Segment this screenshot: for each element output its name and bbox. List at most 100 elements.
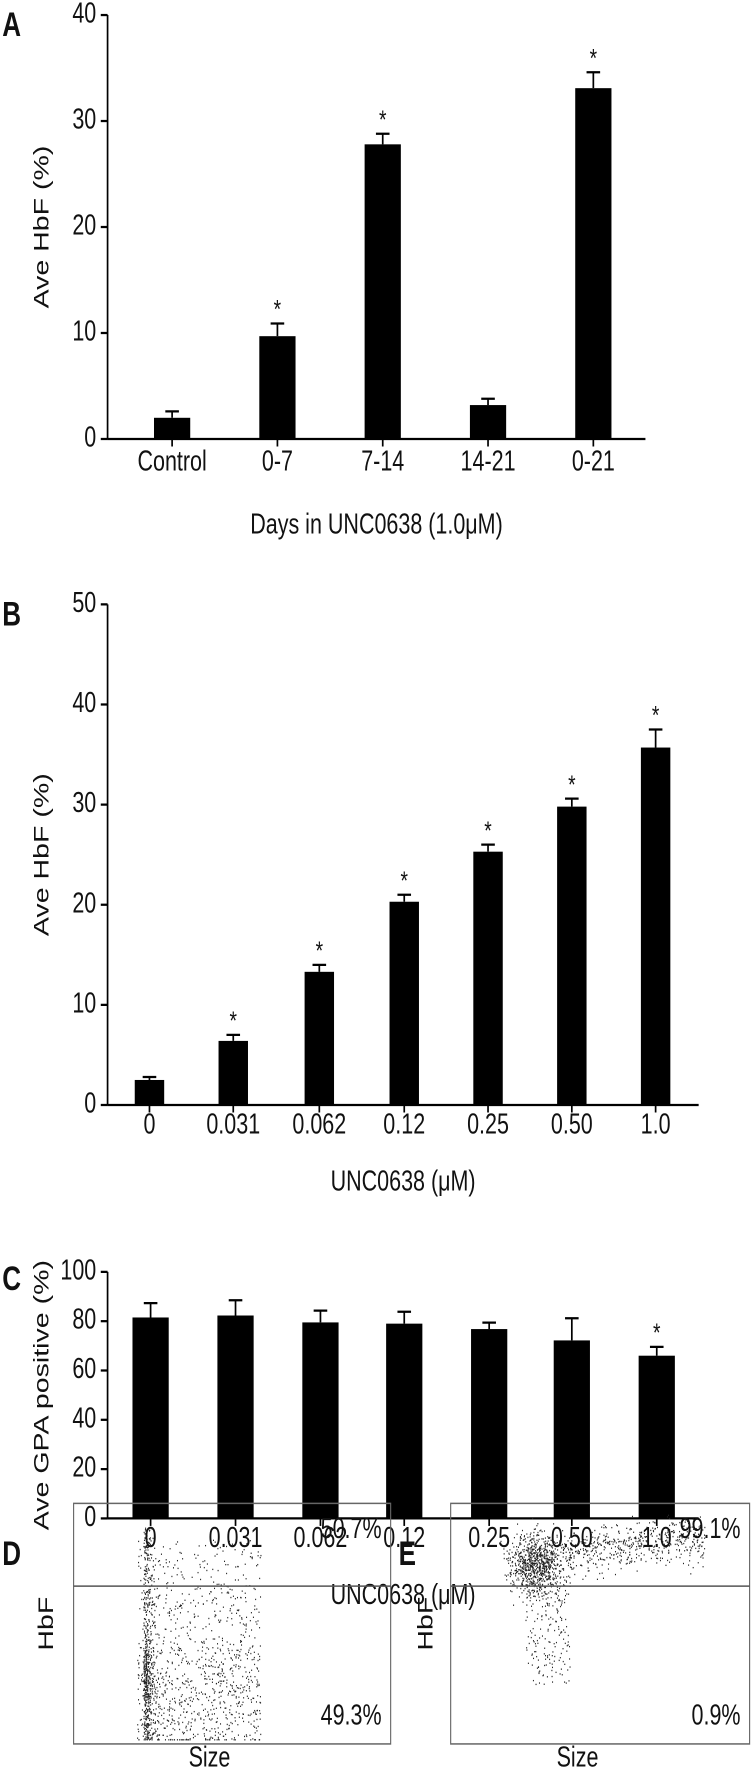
dot	[152, 1681, 154, 1683]
dot	[699, 1544, 701, 1546]
dot	[177, 1541, 179, 1543]
dot	[654, 1522, 656, 1524]
dot	[143, 1624, 145, 1627]
dot	[549, 1590, 551, 1592]
dot	[144, 1569, 146, 1572]
dot	[514, 1554, 516, 1556]
dot	[175, 1543, 177, 1545]
bar	[217, 1315, 254, 1519]
dot	[242, 1623, 244, 1625]
dot	[509, 1559, 511, 1561]
dot	[594, 1553, 596, 1555]
dot	[145, 1527, 147, 1529]
dot	[609, 1543, 611, 1545]
dot	[214, 1587, 216, 1590]
dot	[701, 1554, 703, 1557]
dot	[146, 1653, 148, 1655]
dot	[532, 1548, 534, 1550]
dot	[529, 1599, 531, 1602]
dot	[167, 1680, 169, 1682]
dot	[163, 1707, 165, 1709]
dot	[512, 1584, 514, 1586]
dot	[546, 1560, 548, 1562]
dot	[586, 1539, 588, 1541]
dot	[212, 1638, 214, 1640]
dot	[553, 1550, 555, 1552]
error-bar	[165, 410, 179, 418]
dot	[145, 1679, 147, 1681]
dot	[151, 1662, 153, 1665]
dot	[684, 1550, 686, 1552]
dot	[197, 1571, 199, 1574]
dot	[246, 1695, 248, 1697]
dot	[155, 1679, 157, 1682]
dot	[143, 1739, 145, 1741]
dot	[583, 1549, 585, 1552]
dot	[145, 1680, 147, 1682]
dot	[251, 1659, 253, 1661]
dot	[551, 1551, 553, 1553]
dot	[701, 1537, 703, 1539]
dot	[175, 1637, 177, 1639]
dot	[197, 1733, 199, 1736]
dot	[153, 1664, 155, 1666]
dot	[168, 1739, 170, 1741]
dot	[535, 1556, 537, 1558]
dot	[536, 1549, 538, 1551]
dot	[204, 1708, 206, 1710]
dot	[187, 1703, 189, 1705]
dot	[230, 1596, 232, 1599]
dot	[597, 1542, 599, 1544]
dot	[149, 1538, 151, 1541]
dot	[669, 1517, 671, 1520]
dot	[187, 1662, 189, 1665]
dot	[191, 1700, 193, 1703]
dot	[522, 1577, 524, 1579]
dot	[534, 1559, 536, 1562]
dot	[145, 1670, 147, 1673]
dot	[153, 1654, 155, 1656]
dot	[151, 1692, 153, 1694]
dot	[155, 1688, 157, 1691]
dot	[512, 1556, 514, 1558]
dot	[512, 1561, 514, 1563]
dot	[164, 1692, 166, 1694]
dot	[178, 1646, 180, 1649]
dot	[524, 1568, 526, 1571]
dot	[534, 1553, 536, 1555]
dot	[531, 1538, 533, 1540]
dot	[210, 1736, 212, 1738]
dot	[527, 1544, 529, 1546]
dot	[655, 1540, 657, 1542]
dot	[541, 1592, 543, 1594]
dot	[151, 1737, 153, 1740]
dot	[591, 1531, 593, 1534]
dot	[149, 1708, 151, 1710]
dot	[541, 1555, 543, 1557]
dot	[204, 1671, 206, 1673]
dot	[145, 1573, 147, 1575]
dot	[538, 1584, 540, 1586]
dot	[245, 1628, 247, 1630]
dot	[146, 1531, 148, 1533]
dot	[631, 1545, 633, 1547]
dot	[222, 1731, 224, 1733]
dot	[552, 1543, 554, 1545]
dot	[161, 1677, 163, 1679]
dot	[144, 1537, 146, 1539]
dot	[525, 1619, 527, 1622]
dot	[196, 1713, 199, 1715]
dot	[573, 1555, 575, 1557]
dot	[148, 1557, 150, 1560]
dot	[195, 1687, 197, 1689]
dot	[244, 1686, 246, 1688]
dot	[520, 1569, 522, 1571]
dot	[614, 1540, 616, 1542]
dot	[152, 1646, 154, 1649]
dot	[220, 1682, 222, 1685]
dot	[148, 1702, 150, 1704]
dot	[146, 1611, 148, 1613]
dot	[523, 1548, 525, 1551]
dot	[686, 1531, 688, 1533]
